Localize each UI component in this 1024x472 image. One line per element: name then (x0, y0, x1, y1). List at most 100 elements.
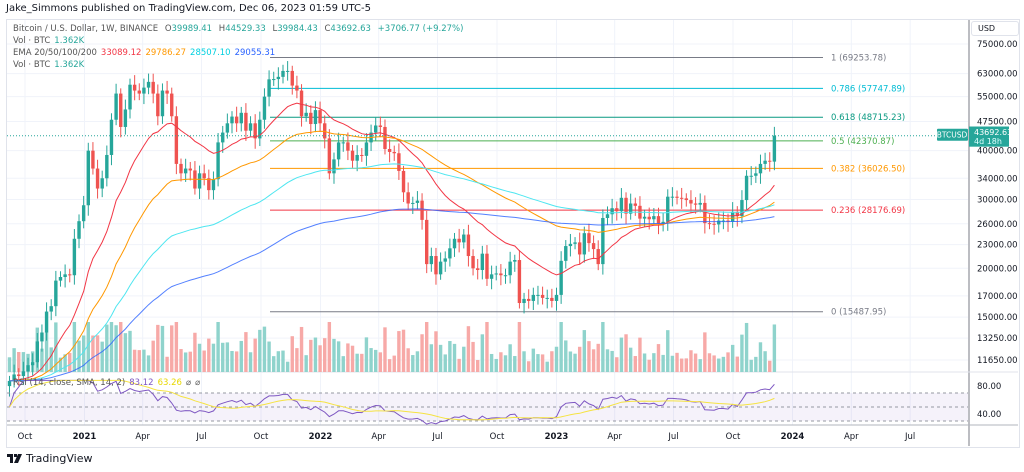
volume-bar (234, 351, 239, 372)
symbol-name[interactable]: Bitcoin / U.S. Dollar, 1W, BINANCE (13, 24, 159, 34)
candle-body (323, 123, 327, 139)
fib-level-label: 0.618 (48715.23) (831, 113, 905, 123)
volume-bar (740, 334, 744, 372)
volume-bar (703, 332, 707, 372)
candle-body (81, 205, 86, 222)
volume-bar (290, 336, 294, 372)
candle-body (517, 260, 522, 304)
candle-body (12, 374, 16, 381)
candle-body (489, 274, 494, 279)
candle-body (587, 233, 591, 244)
volume-bar (364, 337, 369, 372)
volume-bar (624, 334, 628, 372)
volume-bar (81, 335, 86, 372)
close-value: 43692.63 (330, 24, 371, 34)
volume-bar (285, 361, 290, 372)
currency-selector[interactable]: USD (971, 21, 1019, 36)
candle-body (628, 203, 633, 214)
candle-body (72, 238, 77, 276)
candle-body (165, 90, 169, 94)
ema-label[interactable]: EMA 20/50/100/200 (13, 48, 97, 58)
candle-body (170, 93, 174, 117)
candle-body (40, 332, 44, 342)
chart-frame[interactable] (6, 19, 1020, 448)
candle-body (401, 170, 406, 193)
candle-body (601, 218, 605, 265)
candle-body (225, 123, 230, 133)
candle-body (772, 135, 777, 162)
candle-body (248, 123, 253, 131)
candle-body (216, 142, 220, 180)
price-axis-label: 55000.00 (977, 93, 1018, 103)
candle-body (624, 197, 628, 214)
rsi-value: 83.12 (129, 378, 154, 388)
rsi-label[interactable]: RSI (14, close, SMA, 14, 2) (13, 378, 126, 388)
volume-bar (531, 348, 536, 372)
candle-body (137, 90, 141, 94)
candle-body (735, 211, 739, 217)
volume-bar (383, 327, 387, 372)
volume-bar (615, 357, 619, 372)
volume-bar (485, 322, 489, 372)
volume-bar (462, 346, 466, 372)
volume-bar (336, 341, 341, 372)
candle-body (475, 268, 480, 271)
candle-body (146, 81, 151, 88)
candle-body (457, 238, 461, 243)
candle-body (754, 173, 758, 176)
volume-label-2[interactable]: Vol · BTC (13, 60, 51, 70)
volume-bar (183, 352, 188, 372)
volume-bar (207, 338, 211, 372)
volume-bar (378, 352, 383, 372)
candle-body (633, 203, 638, 206)
volume-bar (253, 338, 257, 372)
candle-body (647, 216, 651, 220)
candle-body (531, 294, 536, 301)
volume-bar (295, 348, 299, 372)
candle-body (202, 173, 206, 179)
volume-bar (128, 330, 132, 372)
candle-body (234, 116, 239, 124)
volume-bar (221, 342, 225, 372)
price-axis-label: 17000.00 (977, 292, 1018, 302)
volume-bar (768, 360, 772, 372)
volume-bar (86, 322, 90, 372)
candle-body (707, 223, 712, 225)
volume-bar (230, 350, 234, 372)
candle-body (448, 248, 452, 259)
candle-body (7, 380, 12, 387)
hidden-value-icon: ⌀ (185, 378, 192, 388)
volume-bar (346, 343, 350, 372)
candle-body (239, 112, 243, 124)
candle-body (462, 234, 466, 243)
volume-bar (591, 349, 596, 372)
candle-body (304, 112, 308, 117)
candle-body (768, 160, 772, 162)
candle-body (285, 70, 290, 72)
volume-bar (276, 351, 281, 372)
volume-bar (216, 322, 220, 372)
candle-body (188, 168, 192, 171)
volume-bar (712, 355, 716, 372)
candle-body (513, 260, 517, 262)
candle-body (114, 93, 118, 120)
volume-label[interactable]: Vol · BTC (13, 36, 51, 46)
legend-volume-row-2: Vol · BTC 1.362K (13, 60, 88, 70)
volume-bar (63, 354, 67, 372)
volume-bar (628, 347, 633, 372)
candle-body (452, 238, 457, 249)
volume-bar (327, 322, 332, 372)
ema100-value: 28507.10 (190, 48, 231, 58)
volume-bar (642, 353, 647, 372)
candle-body (341, 142, 345, 144)
candle-body (123, 109, 128, 127)
volume-bar (424, 322, 429, 372)
volume-bar (517, 322, 522, 372)
price-tag-value: 43692.63 (974, 128, 1012, 137)
candle-body (689, 200, 693, 204)
legend-rsi-row: RSI (14, close, SMA, 14, 2) 83.12 63.26 ⌀ ⌀ (13, 378, 204, 388)
footer-logo: TradingView (7, 452, 92, 465)
candle-body (332, 159, 336, 174)
volume-bar (554, 346, 559, 372)
